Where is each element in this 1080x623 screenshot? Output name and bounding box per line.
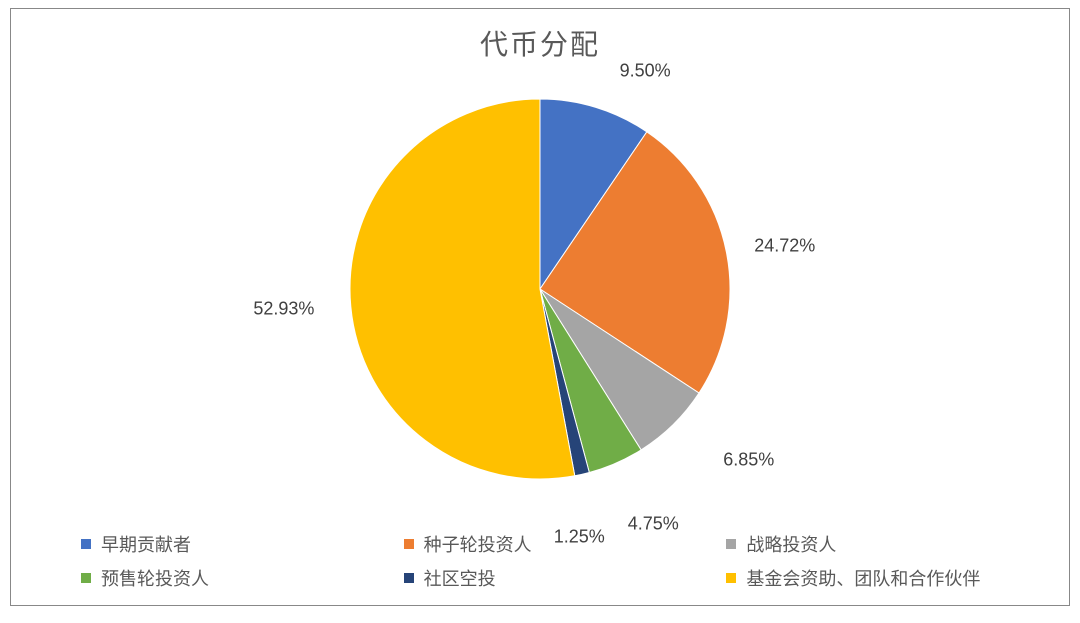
legend-item: 早期贡献者 [81,531,384,557]
pie-data-label: 9.50% [620,60,671,81]
legend-label: 种子轮投资人 [424,531,532,557]
legend-label: 预售轮投资人 [101,565,209,591]
legend-label: 战略投资人 [746,531,836,557]
legend-swatch-icon [404,573,414,583]
legend-item: 社区空投 [404,565,707,591]
legend-label: 早期贡献者 [101,531,191,557]
chart-title: 代币分配 [11,23,1069,63]
legend-item: 战略投资人 [726,531,1029,557]
legend-swatch-icon [726,573,736,583]
chart-legend: 早期贡献者 种子轮投资人 战略投资人预售轮投资人 社区空投 基金会资助、团队和合作伙伴 [11,527,1069,597]
legend-label: 基金会资助、团队和合作伙伴 [746,565,980,591]
legend-item: 基金会资助、团队和合作伙伴 [726,565,1029,591]
legend-swatch-icon [81,573,91,583]
legend-swatch-icon [726,539,736,549]
legend-swatch-icon [404,539,414,549]
legend-item: 种子轮投资人 [404,531,707,557]
chart-frame: 代币分配 9.50%24.72%6.85%4.75%1.25%52.93% 早期… [10,8,1070,606]
pie-data-label: 24.72% [754,236,815,257]
pie-data-label: 52.93% [253,299,314,320]
pie-chart-area: 9.50%24.72%6.85%4.75%1.25%52.93% [11,69,1069,509]
pie-svg [10,69,1070,509]
legend-label: 社区空投 [424,565,496,591]
legend-swatch-icon [81,539,91,549]
legend-item: 预售轮投资人 [81,565,384,591]
pie-data-label: 6.85% [723,449,774,470]
